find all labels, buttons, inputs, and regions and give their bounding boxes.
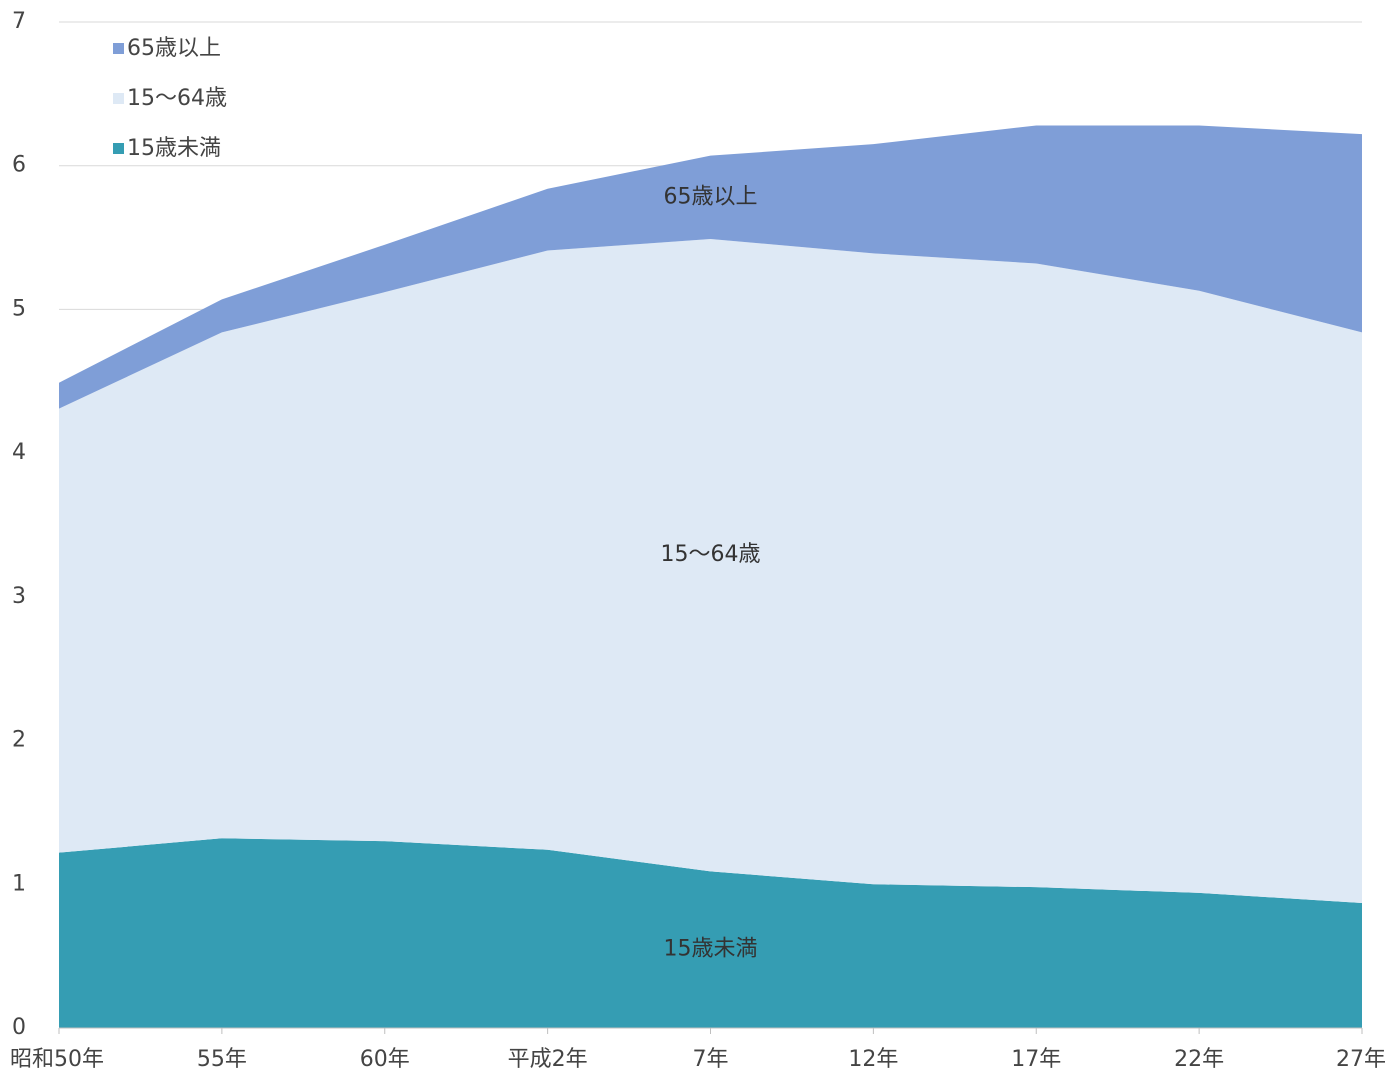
legend-label: 15～64歳 [127, 86, 227, 111]
area-15～64歳 [59, 239, 1362, 903]
area-label: 15～64歳 [661, 542, 761, 567]
legend-label: 15歳未満 [127, 136, 221, 161]
x-tick-label: 22年 [1174, 1047, 1224, 1072]
x-tick-label: 55年 [197, 1047, 247, 1072]
y-tick-label: 2 [12, 728, 26, 753]
x-tick-label: 17年 [1011, 1047, 1061, 1072]
area-label: 65歳以上 [664, 184, 758, 209]
y-tick-label: 6 [12, 153, 26, 178]
x-axis: 昭和50年 55年 60年 平成2年 7年 12年 17年 22年 27年 [10, 1027, 1386, 1072]
legend-swatch [113, 43, 124, 54]
legend-swatch [113, 93, 124, 104]
legend-label: 65歳以上 [127, 36, 221, 61]
x-tick-label: 昭和50年 [10, 1047, 104, 1072]
legend-swatch [113, 143, 124, 154]
y-tick-label: 7 [12, 9, 26, 34]
area-65歳以上 [59, 125, 1362, 409]
y-tick-label: 5 [12, 296, 26, 321]
area-series [59, 125, 1362, 1028]
y-tick-label: 0 [12, 1015, 26, 1040]
x-tick-label: 平成2年 [508, 1047, 588, 1072]
x-tick-label: 60年 [360, 1047, 410, 1072]
x-tick-label: 12年 [848, 1047, 898, 1072]
x-tick-label: 7年 [693, 1047, 729, 1072]
area-label: 15歳未満 [664, 937, 758, 962]
legend: 65歳以上 15～64歳 15歳未満 [113, 36, 227, 161]
y-tick-label: 1 [12, 871, 26, 896]
y-tick-label: 3 [12, 584, 26, 609]
x-tick-label: 27年 [1336, 1047, 1386, 1072]
area-labels: 15歳未満 15～64歳 65歳以上 [661, 184, 761, 961]
y-tick-label: 4 [12, 440, 26, 465]
area-15歳未満 [59, 838, 1362, 1028]
y-axis: 0 1 2 3 4 5 6 7 [12, 9, 26, 1040]
